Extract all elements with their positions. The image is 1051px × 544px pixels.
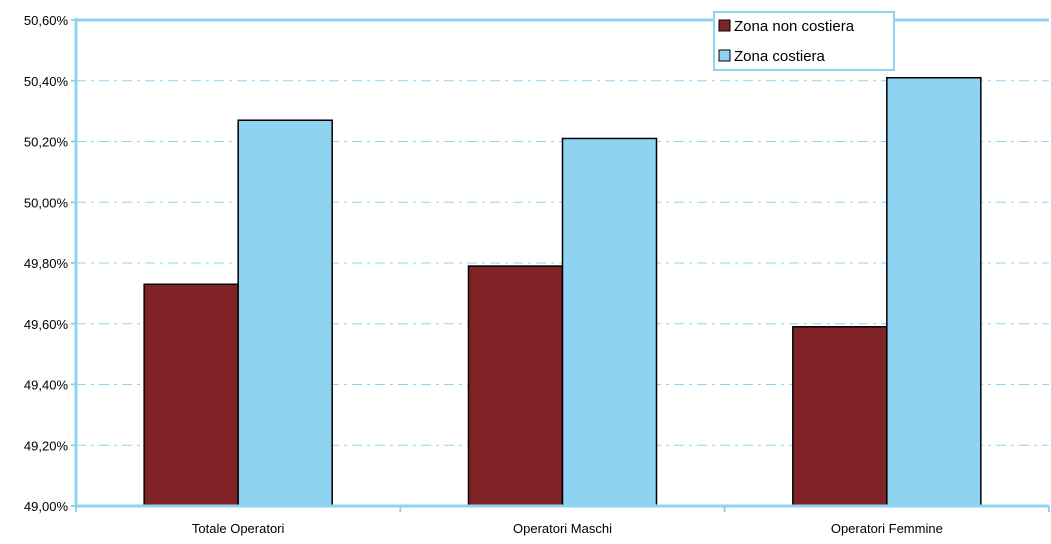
bar-zona-costiera-0 — [237, 119, 333, 507]
y-axis: 49,00% 49,20% 49,40% 49,60% 49,80% 50,00% 50,2… — [24, 13, 1049, 514]
x-axis: Totale Operatori Operatori Maschi Operator… — [75, 504, 1050, 536]
legend-box — [713, 11, 895, 71]
x-tick-label: Operatori Maschi — [513, 521, 612, 536]
y-tick-label: 50,00% — [24, 195, 69, 210]
bar-zona-non-costiera-0 — [143, 283, 239, 507]
y-tick-label: 50,60% — [24, 13, 69, 28]
y-tick-label: 50,20% — [24, 135, 69, 150]
legend: Zona non costiera Zona costiera — [713, 11, 895, 71]
y-tick-label: 50,40% — [24, 74, 69, 89]
y-tick-label: 49,00% — [24, 499, 69, 514]
x-tick-label: Operatori Femmine — [831, 521, 943, 536]
bar-zona-costiera-1 — [561, 137, 658, 507]
x-tick-label: Totale Operatori — [192, 521, 285, 536]
legend-swatch-zona-costiera — [718, 49, 731, 62]
y-tick-label: 49,20% — [24, 438, 69, 453]
y-tick-label: 49,60% — [24, 317, 69, 332]
legend-label-zona-non-costiera: Zona non costiera — [734, 18, 855, 35]
legend-swatch-zona-non-costiera — [718, 19, 731, 32]
y-tick-label: 49,80% — [24, 256, 69, 271]
bar-zona-non-costiera-2 — [792, 326, 888, 507]
y-tick-label: 49,40% — [24, 378, 69, 393]
legend-label-zona-costiera: Zona costiera — [734, 48, 826, 65]
bars — [143, 76, 982, 507]
bar-zona-costiera-2 — [886, 76, 982, 507]
bar-zona-non-costiera-1 — [467, 265, 564, 507]
